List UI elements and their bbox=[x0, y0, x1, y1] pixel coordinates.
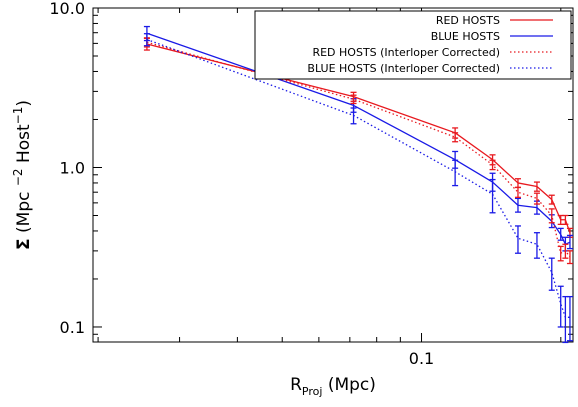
series-layer bbox=[143, 25, 573, 344]
legend-label: RED HOSTS bbox=[436, 14, 500, 27]
y-axis-label: Σ (Mpc −2 Host−1) bbox=[11, 100, 34, 250]
x-axis-label-sub: Proj bbox=[302, 385, 323, 398]
series-line bbox=[146, 43, 571, 233]
legend-item-red-hosts-corrected: RED HOSTS (Interloper Corrected) bbox=[312, 46, 553, 59]
legend-label: BLUE HOSTS (Interloper Corrected) bbox=[307, 62, 500, 75]
y-axis-label-end: ) bbox=[14, 100, 34, 107]
x-axis-label-main: R bbox=[290, 375, 302, 395]
legend-item-blue-hosts: BLUE HOSTS bbox=[431, 30, 553, 43]
legend: RED HOSTS BLUE HOSTS RED HOSTS (Interlop… bbox=[254, 10, 572, 80]
y-axis-label-exp1: −2 bbox=[11, 168, 25, 186]
legend-item-blue-hosts-corrected: BLUE HOSTS (Interloper Corrected) bbox=[307, 62, 553, 75]
legend-label: RED HOSTS (Interloper Corrected) bbox=[312, 46, 500, 59]
y-tick-label: 10.0 bbox=[49, 0, 85, 18]
x-axis-label: RProj (Mpc) bbox=[290, 375, 376, 398]
ticks: 0.1 1.0 10.0 0.1 bbox=[49, 0, 573, 368]
legend-label: BLUE HOSTS bbox=[431, 30, 500, 43]
series-line bbox=[146, 32, 571, 245]
legend-item-red-hosts: RED HOSTS bbox=[436, 14, 553, 27]
series-line bbox=[146, 41, 571, 258]
y-axis-label-exp2: −1 bbox=[11, 107, 25, 125]
y-tick-label: 0.1 bbox=[60, 318, 85, 337]
series-line bbox=[146, 38, 570, 318]
x-axis-label-rest: (Mpc) bbox=[322, 375, 375, 395]
x-tick-label: 0.1 bbox=[409, 349, 434, 368]
y-axis-label-mid: Host bbox=[14, 124, 34, 168]
y-tick-label: 1.0 bbox=[60, 158, 85, 177]
y-axis-label-symbol: Σ bbox=[14, 238, 34, 250]
series-2 bbox=[143, 37, 573, 265]
series-3 bbox=[143, 33, 573, 344]
y-axis-label-text: (Mpc bbox=[14, 186, 34, 238]
